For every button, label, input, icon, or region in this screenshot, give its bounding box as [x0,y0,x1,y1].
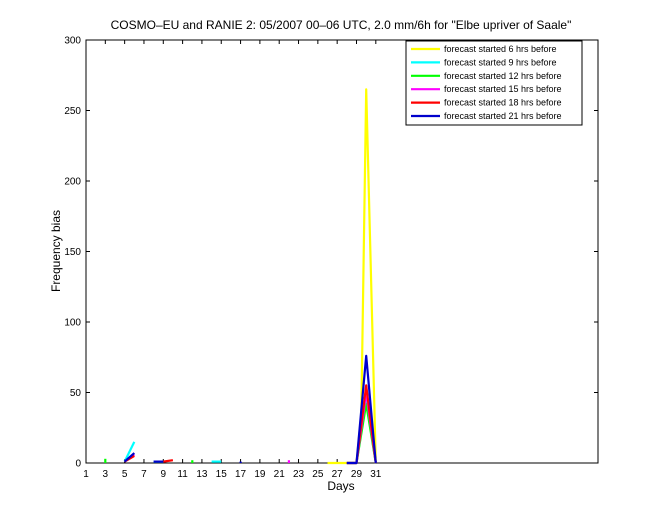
y-tick-label: 250 [64,106,81,117]
legend-entry: forecast started 21 hrs before [444,111,562,121]
x-tick-label: 3 [103,469,109,480]
legend-entry: forecast started 9 hrs before [444,57,557,67]
x-tick-label: 31 [370,469,382,480]
legend-entry: forecast started 15 hrs before [444,84,562,94]
y-axis: 0 50 100 150 200 250 300 [64,36,598,470]
x-axis-label: Days [327,479,354,493]
x-tick-label: 19 [254,469,266,480]
legend-entry: forecast started 12 hrs before [444,71,562,81]
legend-box [405,40,583,126]
legend-entry: forecast started 6 hrs before [444,44,557,54]
x-tick-label: 9 [161,469,167,480]
y-tick-label: 50 [70,388,82,399]
y-axis-label: Frequency bias [49,210,63,292]
y-tick-label: 200 [64,177,81,188]
x-tick-label: 17 [235,469,247,480]
series-lines [104,88,377,465]
x-tick-label: 5 [122,469,128,480]
series-line-5 [346,354,377,465]
x-tick-label: 25 [312,469,324,480]
x-tick-label: 1 [83,469,89,480]
series-line-5 [123,452,136,463]
x-tick-label: 13 [196,469,208,480]
legend: forecast started 6 hrs before forecast st… [405,40,583,126]
x-tick-label: 29 [351,469,363,480]
legend-entry: forecast started 18 hrs before [444,98,562,108]
y-tick-label: 0 [75,459,81,470]
y-tick-label: 300 [64,36,81,47]
x-tick-label: 23 [293,469,305,480]
x-tick-label: 27 [332,469,344,480]
y-tick-label: 150 [64,247,81,258]
chart-title: COSMO–EU and RANIE 2: 05/2007 00–06 UTC,… [111,18,572,32]
x-tick-label: 11 [177,469,188,480]
series-line-4 [163,459,174,463]
x-tick-label: 21 [274,469,286,480]
y-tick-label: 100 [64,318,81,329]
x-tick-label: 15 [216,469,228,480]
x-axis: 1 3 5 7 9 11 13 15 17 19 21 23 25 27 29 31 [83,40,382,480]
series-line-1 [123,441,136,463]
x-tick-label: 7 [141,469,147,480]
